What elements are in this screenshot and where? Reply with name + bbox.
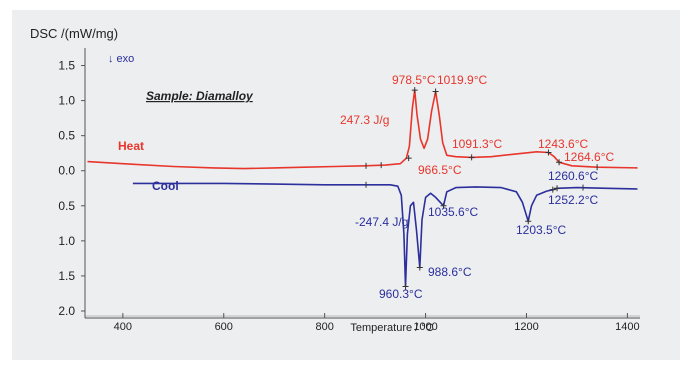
- annotation-label: 966.5°C: [418, 163, 462, 177]
- peak-marker: [417, 265, 423, 271]
- y-tick-label: 1.5: [58, 59, 75, 73]
- x-tick-label: 600: [215, 321, 233, 333]
- y-tick-group: 1.5 1.0 0.5 0.0 0.5 1.0 1.5 2.0: [58, 59, 85, 318]
- series-cool-label: Cool: [152, 179, 179, 193]
- annotation-label: 1019.9°C: [437, 73, 488, 87]
- annotation-label: 247.3 J/g: [340, 113, 389, 127]
- x-tick-label: 800: [315, 321, 333, 333]
- y-tick-label: 0.5: [58, 129, 75, 143]
- x-tick-label: 1000: [413, 321, 437, 333]
- annotation-label: 1035.6°C: [428, 205, 479, 219]
- annotation-label: 1260.6°C: [548, 169, 599, 183]
- y-tick-label: 1.0: [58, 234, 75, 248]
- y-axis-label: DSC /(mW/mg): [30, 26, 118, 41]
- series-heat-label: Heat: [118, 139, 144, 153]
- annotation-label: 1203.5°C: [516, 223, 567, 237]
- peak-marker: [469, 154, 475, 160]
- peak-marker: [554, 185, 560, 191]
- annotation-label: 960.3°C: [379, 287, 423, 301]
- annotation-label: 978.5°C: [392, 73, 436, 87]
- y-tick-label: 0.5: [58, 199, 75, 213]
- y-tick-label: 0.0: [58, 164, 75, 178]
- x-tick-label: 400: [114, 321, 132, 333]
- annotation-label: 1264.6°C: [564, 150, 615, 164]
- peak-marker: [412, 87, 418, 93]
- annotation-label: 1252.2°C: [548, 193, 599, 207]
- exo-label: ↓ exo: [108, 53, 134, 65]
- y-tick-label: 1.5: [58, 269, 75, 283]
- annotation-label: 988.6°C: [428, 265, 472, 279]
- x-tick-label: 1200: [514, 321, 538, 333]
- peak-marker: [433, 88, 439, 94]
- y-tick-label: 2.0: [58, 304, 75, 318]
- annotation-label: 1243.6°C: [538, 137, 589, 151]
- y-tick-label: 1.0: [58, 94, 75, 108]
- sample-label: Sample: Diamalloy: [146, 89, 254, 103]
- annotation-label: -247.4 J/g: [355, 215, 408, 229]
- peak-marker: [550, 187, 556, 193]
- annotation-label: 1091.3°C: [452, 137, 503, 151]
- x-tick-label: 1400: [615, 321, 639, 333]
